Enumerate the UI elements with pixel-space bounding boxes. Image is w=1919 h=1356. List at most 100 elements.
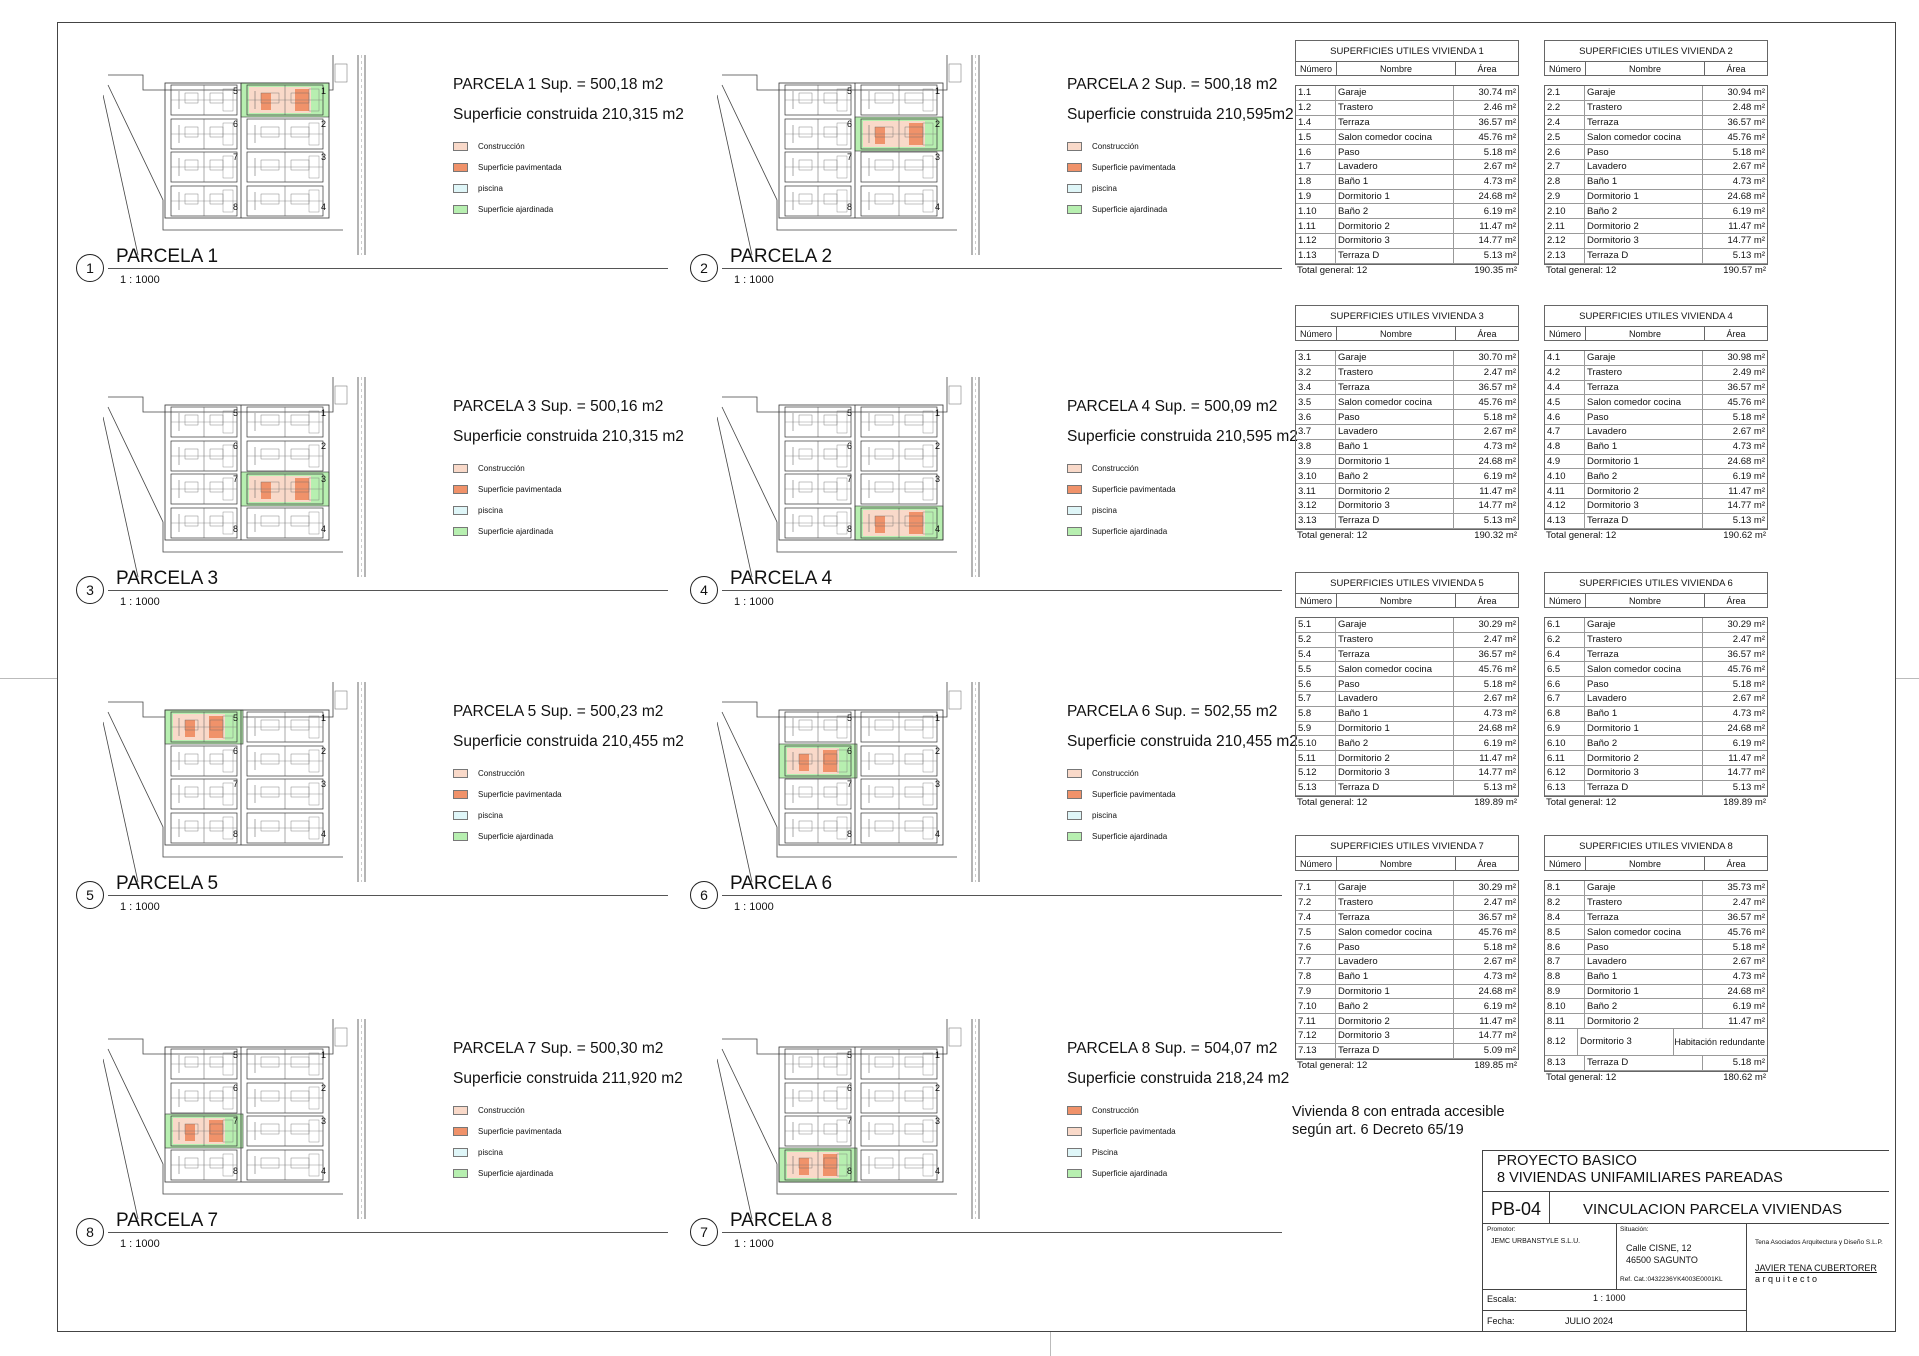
table-row: 2.5 Salon comedor cocina 45.76 m² xyxy=(1545,130,1767,146)
table-row: 2.13 Terraza D 5.13 m² xyxy=(1545,248,1767,264)
room-name: Dormitorio 3 xyxy=(1336,765,1454,780)
legend-item: Superficie ajardinada xyxy=(1067,199,1176,220)
table-body: 5.1 Garaje 30.29 m² 5.2 Trastero 2.47 m²… xyxy=(1295,617,1519,797)
room-area: 6.19 m² xyxy=(1732,737,1765,749)
room-area: 45.76 m² xyxy=(1727,396,1766,408)
table-row: 8.13 Terraza D 5.18 m² xyxy=(1545,1055,1767,1071)
table-total: Total general: 12 190.32 m² xyxy=(1295,530,1519,543)
room-number: 4.4 xyxy=(1545,380,1585,395)
total-value: 190.35 m² xyxy=(1474,264,1517,276)
surface-table: SUPERFICIES UTILES VIVIENDA 7 Número Nom… xyxy=(1295,835,1519,1073)
legend-swatch xyxy=(453,142,468,151)
svg-text:1: 1 xyxy=(321,86,326,96)
legend-item: Superficie ajardinada xyxy=(1067,1163,1176,1184)
table-row: 4.7 Lavadero 2.67 m² xyxy=(1545,424,1767,440)
room-number: 3.10 xyxy=(1296,469,1336,484)
table-row: 7.11 Dormitorio 2 11.47 m² xyxy=(1296,1014,1518,1029)
site-plan: 1 2 3 4 5 6 7 8 xyxy=(717,682,980,882)
address-line-2: 46500 SAGUNTO xyxy=(1626,1255,1698,1265)
svg-text:8: 8 xyxy=(847,1166,852,1176)
room-name: Dormitorio 3 xyxy=(1336,1028,1454,1043)
room-area: 6.19 m² xyxy=(1732,205,1765,217)
svg-text:5: 5 xyxy=(847,408,852,418)
table-row: 2.6 Paso 5.18 m² xyxy=(1545,145,1767,160)
room-number: 7.11 xyxy=(1296,1014,1336,1028)
legend-swatch xyxy=(453,485,468,494)
scale-label: Escala: xyxy=(1487,1294,1517,1304)
legend-item: Construcción xyxy=(1067,136,1176,157)
room-area: 5.13 m² xyxy=(1732,515,1765,527)
parcela-name: PARCELA 3 xyxy=(116,568,219,589)
svg-text:4: 4 xyxy=(935,829,940,839)
room-area: 14.77 m² xyxy=(1727,500,1766,512)
header-area: Área xyxy=(1477,858,1497,869)
room-name: Terraza D xyxy=(1585,248,1703,263)
promotor-label: Promotor: xyxy=(1487,1226,1516,1233)
legend-swatch xyxy=(453,205,468,214)
room-area: 14.77 m² xyxy=(1727,235,1766,247)
table-row: 1.5 Salon comedor cocina 45.76 m² xyxy=(1296,130,1518,146)
room-name: Dormitorio 1 xyxy=(1336,721,1454,736)
room-area: 2.67 m² xyxy=(1732,161,1765,173)
room-number: 2.5 xyxy=(1545,130,1585,145)
table-row: 4.13 Terraza D 5.13 m² xyxy=(1545,513,1767,529)
room-number: 7.9 xyxy=(1296,984,1336,999)
room-name: Dormitorio 2 xyxy=(1585,1014,1703,1028)
legend-swatch xyxy=(453,1127,468,1136)
room-area: 11.47 m² xyxy=(1479,485,1516,497)
svg-text:7: 7 xyxy=(233,779,238,789)
legend-swatch xyxy=(453,1169,468,1178)
svg-text:3: 3 xyxy=(935,474,940,484)
legend-swatch xyxy=(1067,205,1082,214)
svg-text:1: 1 xyxy=(935,1050,940,1060)
legend-label: piscina xyxy=(1092,506,1117,515)
table-row: 1.4 Terraza 36.57 m² xyxy=(1296,115,1518,131)
table-body: 7.1 Garaje 30.29 m² 7.2 Trastero 2.47 m²… xyxy=(1295,880,1519,1060)
room-name: Baño 2 xyxy=(1585,204,1703,219)
room-number: 2.4 xyxy=(1545,115,1585,130)
room-name: Dormitorio 3 xyxy=(1585,765,1703,780)
header-area: Área xyxy=(1477,63,1497,74)
room-number: 5.6 xyxy=(1296,677,1336,691)
room-name: Baño 1 xyxy=(1585,969,1703,984)
room-name: Paso xyxy=(1585,410,1703,424)
table-row: 3.4 Terraza 36.57 m² xyxy=(1296,380,1518,396)
legend-swatch xyxy=(1067,790,1082,799)
svg-text:7: 7 xyxy=(233,152,238,162)
table-row: 5.9 Dormitorio 1 24.68 m² xyxy=(1296,721,1518,737)
view-number: 3 xyxy=(76,576,104,604)
room-area: 4.73 m² xyxy=(1483,441,1516,453)
table-row: 7.10 Baño 2 6.19 m² xyxy=(1296,999,1518,1015)
room-number: 6.10 xyxy=(1545,736,1585,751)
room-number: 7.7 xyxy=(1296,954,1336,969)
svg-text:4: 4 xyxy=(935,524,940,534)
legend-item: Construcción xyxy=(453,1100,562,1121)
room-number: 5.12 xyxy=(1296,765,1336,780)
total-label: Total general: 12 xyxy=(1297,796,1368,808)
parcela-block: 1 2 3 4 5 6 7 8 PARCELA 8 Sup. = 504,07 m2 Super… xyxy=(672,1010,1289,1255)
svg-text:5: 5 xyxy=(233,408,238,418)
room-number: 3.9 xyxy=(1296,454,1336,469)
legend-label: Construcción xyxy=(478,1106,525,1115)
ref-catastral: Ref. Cat.:0432236YK4003E0001KL xyxy=(1620,1276,1723,1283)
legend-label: piscina xyxy=(1092,184,1117,193)
room-area: 35.73 m² xyxy=(1727,882,1766,894)
room-area: 2.46 m² xyxy=(1483,102,1516,114)
room-area: 6.19 m² xyxy=(1483,470,1516,482)
room-name: Baño 1 xyxy=(1336,706,1454,721)
room-name: Garaje xyxy=(1336,86,1454,100)
room-area: 14.77 m² xyxy=(1478,767,1517,779)
header-nombre: Nombre xyxy=(1586,62,1705,75)
legend-swatch xyxy=(453,1148,468,1157)
room-area: 11.47 m² xyxy=(1728,220,1765,232)
svg-text:3: 3 xyxy=(321,474,326,484)
room-name: Lavadero xyxy=(1585,691,1703,706)
legend-swatch xyxy=(1067,811,1082,820)
table-row: 5.13 Terraza D 5.13 m² xyxy=(1296,780,1518,796)
room-name: Terraza D xyxy=(1585,780,1703,795)
room-area: 5.18 m² xyxy=(1732,411,1765,423)
room-name: Baño 2 xyxy=(1585,736,1703,751)
site-plan: 1 2 3 4 5 6 7 8 xyxy=(103,1019,366,1219)
svg-text:2: 2 xyxy=(935,441,940,451)
table-row: 5.5 Salon comedor cocina 45.76 m² xyxy=(1296,662,1518,678)
